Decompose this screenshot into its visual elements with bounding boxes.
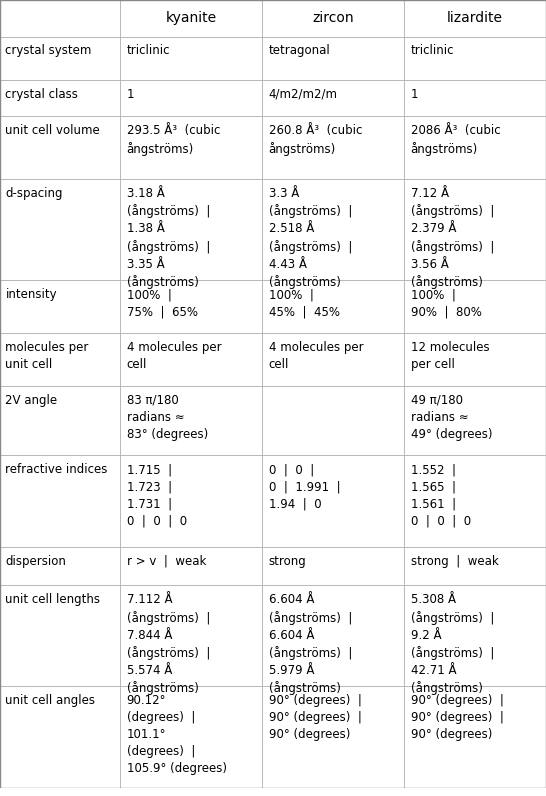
Bar (404, 37, 546, 80)
Bar (404, 686, 546, 787)
Bar (120, 686, 262, 787)
Bar (262, 333, 404, 386)
Text: 6.604 Å
(ångströms)  |
6.604 Å
(ångströms)  |
5.979 Å
(ångströms): 6.604 Å (ångströms) | 6.604 Å (ångströms… (269, 593, 352, 696)
Text: crystal system: crystal system (5, 45, 92, 57)
Bar (120, 80, 262, 116)
Text: 4/m2/m2/m: 4/m2/m2/m (269, 88, 337, 101)
Bar (120, 585, 262, 686)
Bar (262, 0, 404, 37)
Text: 2086 Å³  (cubic
ångströms): 2086 Å³ (cubic ångströms) (411, 124, 500, 156)
Bar (262, 116, 404, 179)
Bar (404, 280, 546, 333)
Bar (0, 686, 120, 787)
Bar (404, 333, 546, 386)
Bar (120, 116, 262, 179)
Text: 3.18 Å
(ångströms)  |
1.38 Å
(ångströms)  |
3.35 Å
(ångströms): 3.18 Å (ångströms) | 1.38 Å (ångströms) … (127, 187, 210, 289)
Text: 1: 1 (127, 88, 134, 101)
Text: 100%  |
75%  |  65%: 100% | 75% | 65% (127, 288, 198, 318)
Bar (262, 80, 404, 116)
Bar (0, 116, 120, 179)
Bar (120, 37, 262, 80)
Text: intensity: intensity (5, 288, 57, 301)
Bar (0, 280, 120, 333)
Text: 5.308 Å
(ångströms)  |
9.2 Å
(ångströms)  |
42.71 Å
(ångströms): 5.308 Å (ångströms) | 9.2 Å (ångströms) … (411, 593, 494, 696)
Text: molecules per
unit cell: molecules per unit cell (5, 341, 89, 371)
Bar (404, 547, 546, 585)
Bar (0, 333, 120, 386)
Bar (120, 179, 262, 280)
Text: 1: 1 (411, 88, 418, 101)
Bar (262, 686, 404, 787)
Text: 293.5 Å³  (cubic
ångströms): 293.5 Å³ (cubic ångströms) (127, 124, 220, 156)
Text: 100%  |
45%  |  45%: 100% | 45% | 45% (269, 288, 340, 318)
Bar (404, 116, 546, 179)
Text: strong  |  weak: strong | weak (411, 555, 498, 568)
Bar (120, 333, 262, 386)
Text: zircon: zircon (312, 11, 354, 25)
Bar (262, 386, 404, 455)
Bar (120, 280, 262, 333)
Text: 0  |  0  |
0  |  1.991  |
1.94  |  0: 0 | 0 | 0 | 1.991 | 1.94 | 0 (269, 463, 340, 510)
Text: 260.8 Å³  (cubic
ångströms): 260.8 Å³ (cubic ångströms) (269, 124, 362, 156)
Bar (0, 0, 120, 37)
Bar (262, 455, 404, 547)
Text: 12 molecules
per cell: 12 molecules per cell (411, 341, 489, 371)
Text: 1.715  |
1.723  |
1.731  |
0  |  0  |  0: 1.715 | 1.723 | 1.731 | 0 | 0 | 0 (127, 463, 187, 527)
Bar (404, 585, 546, 686)
Bar (404, 455, 546, 547)
Text: unit cell lengths: unit cell lengths (5, 593, 100, 607)
Text: crystal class: crystal class (5, 88, 78, 101)
Bar (404, 179, 546, 280)
Bar (120, 455, 262, 547)
Text: dispersion: dispersion (5, 555, 66, 568)
Bar (262, 37, 404, 80)
Text: 4 molecules per
cell: 4 molecules per cell (127, 341, 221, 371)
Text: triclinic: triclinic (127, 45, 170, 57)
Text: 90.12°
(degrees)  |
101.1°
(degrees)  |
105.9° (degrees): 90.12° (degrees) | 101.1° (degrees) | 10… (127, 694, 227, 775)
Text: 100%  |
90%  |  80%: 100% | 90% | 80% (411, 288, 482, 318)
Bar (262, 547, 404, 585)
Bar (0, 455, 120, 547)
Bar (404, 0, 546, 37)
Bar (120, 547, 262, 585)
Text: 2V angle: 2V angle (5, 394, 57, 407)
Text: 90° (degrees)  |
90° (degrees)  |
90° (degrees): 90° (degrees) | 90° (degrees) | 90° (deg… (411, 694, 503, 741)
Bar (404, 386, 546, 455)
Text: lizardite: lizardite (447, 11, 503, 25)
Text: kyanite: kyanite (165, 11, 217, 25)
Text: refractive indices: refractive indices (5, 463, 108, 476)
Bar (0, 80, 120, 116)
Text: 90° (degrees)  |
90° (degrees)  |
90° (degrees): 90° (degrees) | 90° (degrees) | 90° (deg… (269, 694, 361, 741)
Text: triclinic: triclinic (411, 45, 454, 57)
Text: unit cell angles: unit cell angles (5, 694, 96, 708)
Bar (120, 386, 262, 455)
Text: 1.552  |
1.565  |
1.561  |
0  |  0  |  0: 1.552 | 1.565 | 1.561 | 0 | 0 | 0 (411, 463, 471, 527)
Bar (0, 547, 120, 585)
Bar (0, 585, 120, 686)
Bar (0, 179, 120, 280)
Bar (262, 179, 404, 280)
Bar (120, 0, 262, 37)
Text: 4 molecules per
cell: 4 molecules per cell (269, 341, 363, 371)
Text: d-spacing: d-spacing (5, 187, 63, 200)
Text: 7.112 Å
(ångströms)  |
7.844 Å
(ångströms)  |
5.574 Å
(ångströms): 7.112 Å (ångströms) | 7.844 Å (ångströms… (127, 593, 210, 696)
Text: strong: strong (269, 555, 306, 568)
Text: 7.12 Å
(ångströms)  |
2.379 Å
(ångströms)  |
3.56 Å
(ångströms): 7.12 Å (ångströms) | 2.379 Å (ångströms)… (411, 187, 494, 289)
Bar (0, 37, 120, 80)
Text: 3.3 Å
(ångströms)  |
2.518 Å
(ångströms)  |
4.43 Å
(ångströms): 3.3 Å (ångströms) | 2.518 Å (ångströms) … (269, 187, 352, 289)
Text: 49 π/180
radians ≈
49° (degrees): 49 π/180 radians ≈ 49° (degrees) (411, 394, 492, 441)
Text: tetragonal: tetragonal (269, 45, 330, 57)
Bar (262, 280, 404, 333)
Text: unit cell volume: unit cell volume (5, 124, 100, 138)
Text: r > v  |  weak: r > v | weak (127, 555, 206, 568)
Bar (262, 585, 404, 686)
Text: 83 π/180
radians ≈
83° (degrees): 83 π/180 radians ≈ 83° (degrees) (127, 394, 208, 441)
Bar (404, 80, 546, 116)
Bar (0, 386, 120, 455)
